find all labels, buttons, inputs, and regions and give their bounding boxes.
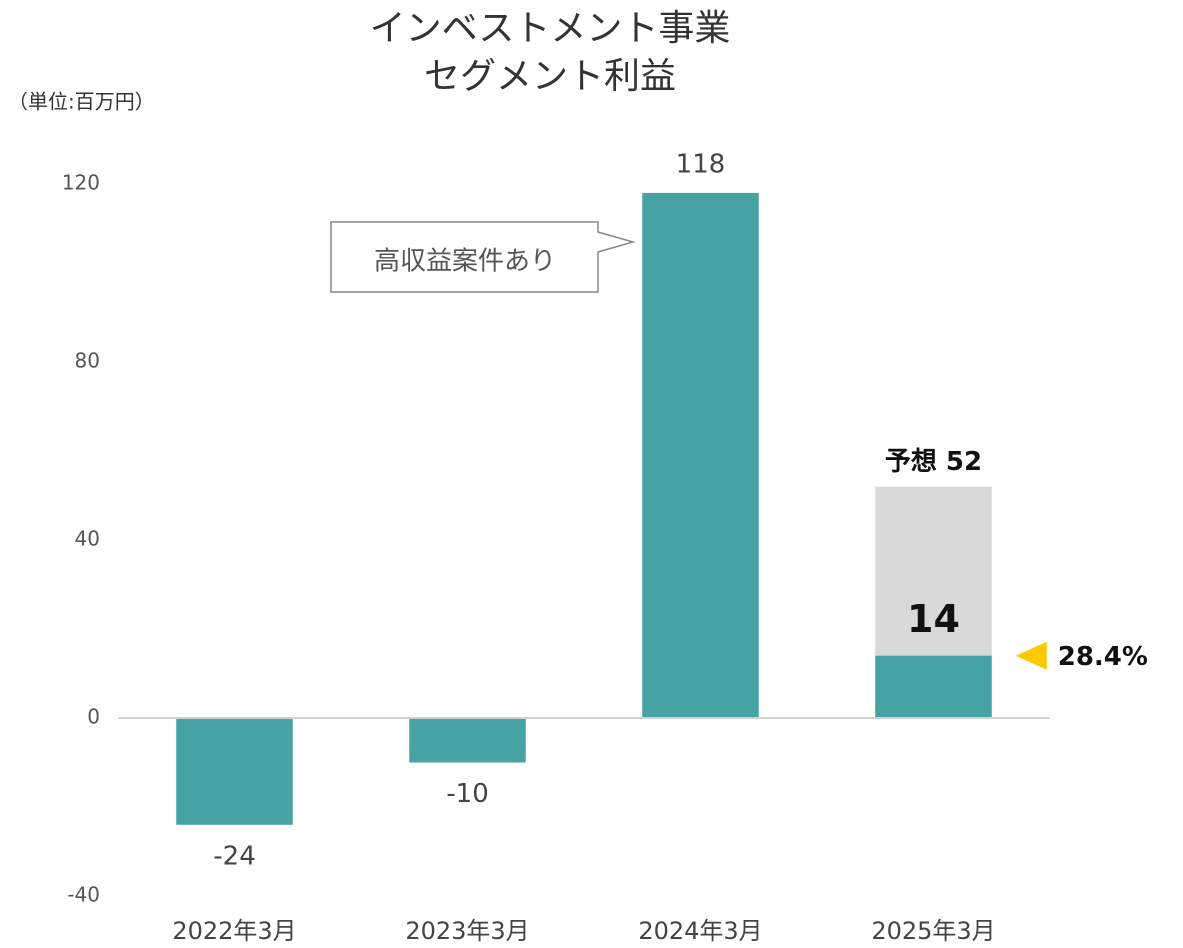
callout-box (330, 221, 636, 293)
callout-text: 高収益案件あり (374, 247, 556, 277)
x-tick-label: 2023年3月 (405, 917, 529, 945)
chart-title: セグメント利益 (424, 56, 676, 97)
x-tick-label: 2025年3月 (871, 917, 995, 945)
unit-label: （単位:百万円） (8, 90, 155, 114)
chart-title: インベストメント事業 (370, 8, 731, 49)
bar (875, 655, 992, 718)
bar (409, 718, 526, 763)
percent-annotation: 28.4% (1058, 642, 1148, 672)
bar (642, 192, 759, 718)
bar (176, 718, 293, 825)
y-tick-label: 120 (62, 171, 100, 195)
forecast-label: 予想 52 (885, 447, 982, 477)
y-tick-label: 80 (75, 349, 100, 373)
value-label: -24 (213, 841, 255, 871)
x-tick-label: 2022年3月 (172, 917, 296, 945)
value-label: 14 (907, 597, 960, 641)
y-tick-label: 0 (87, 705, 100, 729)
y-tick-label: -40 (67, 883, 100, 907)
pointer-triangle (1015, 641, 1047, 670)
y-tick-label: 40 (75, 527, 100, 551)
value-label: 118 (676, 149, 726, 179)
x-tick-label: 2024年3月 (638, 917, 762, 945)
value-label: -10 (446, 779, 488, 809)
